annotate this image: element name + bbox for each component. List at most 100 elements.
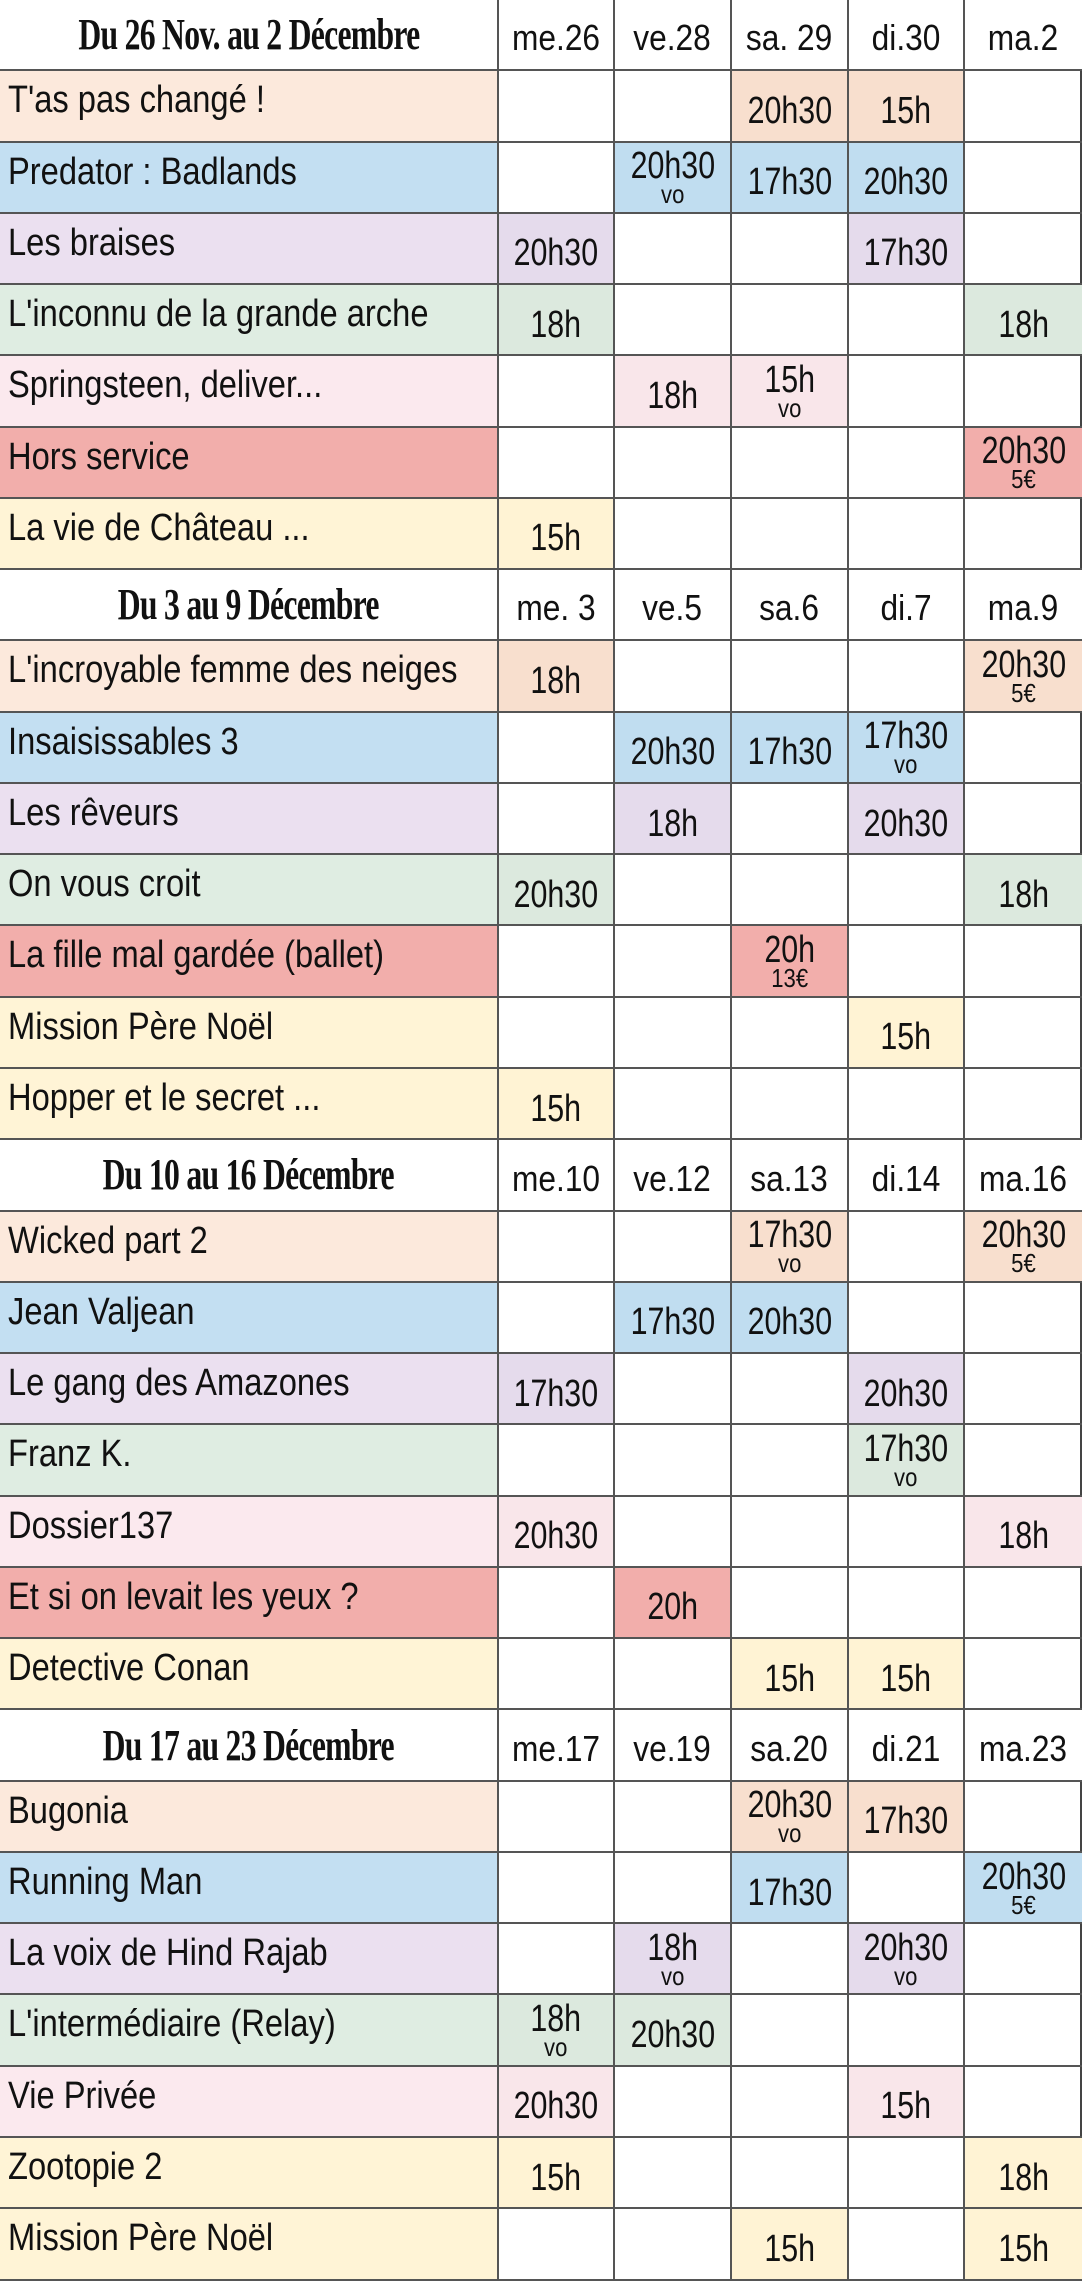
film-title: Mission Père Noël: [8, 2217, 274, 2260]
showing-time: 18h: [998, 303, 1049, 346]
showing-note: vo: [894, 1461, 918, 1492]
showing-time: 17h30: [747, 1214, 832, 1257]
day-header: sa.6: [730, 570, 847, 642]
showing-note: vo: [894, 749, 918, 780]
film-title-cell: L'inconnu de la grande arche: [0, 285, 497, 357]
film-title: Hopper et le secret ...: [8, 1076, 321, 1119]
showing-cell: [730, 1425, 847, 1497]
showing-cell: 15h: [730, 2209, 847, 2281]
day-header: me.10: [497, 1140, 613, 1212]
film-title-cell: Et si on levait les yeux ?: [0, 1567, 497, 1640]
showing-cell: 18h: [963, 2137, 1082, 2210]
showing-cell: [730, 783, 847, 856]
showing-cell: 20h30 vo: [847, 1924, 963, 1996]
day-label: ma.16: [979, 1157, 1068, 1199]
film-title: Les rêveurs: [8, 791, 179, 834]
showing-cell: 18h vo: [613, 1924, 730, 1996]
showing-time: 17h30: [513, 1372, 599, 1415]
film-title-cell: On vous croit: [0, 855, 497, 927]
showing-time: 17h30: [863, 715, 949, 758]
showing-cell: [963, 1924, 1082, 1996]
showing-cell: [730, 285, 847, 357]
showing-time: 15h: [880, 89, 932, 132]
showing-cell: [963, 71, 1082, 143]
showing-cell: 20h: [613, 1567, 730, 1640]
day-header: di.7: [847, 570, 963, 642]
showing-cell: 18h: [963, 1496, 1082, 1568]
day-header: ve.5: [613, 570, 730, 642]
showing-cell: [963, 1639, 1082, 1711]
showing-cell: [963, 926, 1082, 998]
showing-time: 17h30: [747, 1871, 832, 1914]
film-title-cell: Detective Conan: [0, 1639, 497, 1711]
showing-time: 20h30: [630, 731, 715, 774]
day-label: ma.2: [988, 17, 1059, 59]
showing-cell: [613, 498, 730, 571]
day-label: ve.28: [633, 17, 712, 59]
film-title: Mission Père Noël: [8, 1005, 274, 1048]
week-title-cell: Du 17 au 23 Décembre: [0, 1710, 497, 1782]
showing-time: 20h30: [513, 873, 599, 916]
film-title: Predator : Badlands: [8, 150, 297, 193]
showing-cell: [963, 1354, 1082, 1426]
showing-note: 13€: [771, 963, 808, 994]
film-title: Springsteen, deliver...: [8, 364, 323, 407]
day-label: di.30: [871, 17, 941, 59]
showing-cell: 18h: [613, 783, 730, 856]
showing-note: vo: [660, 1960, 685, 1991]
showing-time: 20h30: [747, 1784, 832, 1827]
showing-cell: 17h30: [613, 1282, 730, 1355]
day-header: sa.20: [730, 1710, 847, 1782]
film-title: Wicked part 2: [8, 1219, 208, 1262]
showing-cell: [613, 2066, 730, 2138]
week-title: Du 3 au 9 Décembre: [118, 580, 380, 630]
showing-cell: [613, 1354, 730, 1426]
showing-cell: [847, 1282, 963, 1355]
showing-time: 20h30: [513, 232, 599, 275]
showing-cell: [497, 142, 613, 214]
showing-cell: [613, 1425, 730, 1497]
showing-cell: 20h30 vo: [730, 1781, 847, 1853]
day-label: sa.20: [750, 1727, 829, 1769]
film-title-cell: La fille mal gardée (ballet): [0, 926, 497, 998]
film-title-cell: L'intermédiaire (Relay): [0, 1995, 497, 2067]
film-title: Les braises: [8, 221, 176, 264]
showing-cell: 17h30: [730, 1852, 847, 1925]
showing-time: 20h: [647, 1586, 698, 1629]
showing-cell: 20h30: [497, 213, 613, 286]
showing-cell: 20h30: [613, 1995, 730, 2067]
showing-cell: 15h: [497, 498, 613, 571]
film-title-cell: Mission Père Noël: [0, 997, 497, 1069]
showing-cell: [613, 641, 730, 713]
showing-cell: 17h30: [497, 1354, 613, 1426]
showing-time: 18h: [647, 802, 698, 845]
week-title-cell: Du 3 au 9 Décembre: [0, 570, 497, 642]
showing-cell: 17h30: [847, 213, 963, 286]
showing-time: 20h30: [863, 802, 949, 845]
film-title-cell: Predator : Badlands: [0, 142, 497, 214]
film-title: L'incroyable femme des neiges: [8, 649, 458, 692]
showing-cell: [963, 1425, 1082, 1497]
showing-cell: 17h30: [730, 142, 847, 214]
showing-note: vo: [777, 1818, 802, 1849]
showing-cell: [497, 1425, 613, 1497]
showing-time: 17h30: [630, 1301, 715, 1344]
showing-time: 15h: [998, 2227, 1049, 2270]
day-header: di.30: [847, 0, 963, 72]
showing-cell: [730, 855, 847, 927]
showing-cell: 18h: [497, 285, 613, 357]
film-title-cell: T'as pas changé !: [0, 71, 497, 143]
showing-cell: [730, 427, 847, 499]
day-header: me. 3: [497, 570, 613, 642]
day-header: ma.2: [963, 0, 1082, 72]
showing-cell: [847, 498, 963, 571]
day-header: me.17: [497, 1710, 613, 1782]
showing-cell: [497, 783, 613, 856]
film-title-cell: Les braises: [0, 213, 497, 286]
day-header: di.14: [847, 1140, 963, 1212]
showing-cell: [497, 1924, 613, 1996]
showing-cell: [730, 1496, 847, 1568]
showing-time: 20h30: [513, 2085, 599, 2128]
film-title-cell: Running Man: [0, 1852, 497, 1925]
